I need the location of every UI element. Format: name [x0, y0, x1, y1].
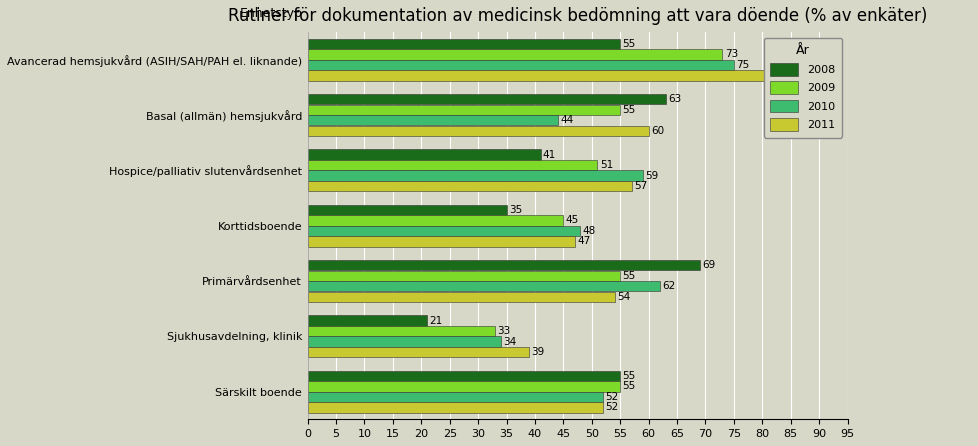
Text: 54: 54 [616, 292, 630, 302]
Bar [307, 215, 562, 226]
Bar [307, 170, 643, 181]
Legend: 2008, 2009, 2010, 2011: 2008, 2009, 2010, 2011 [763, 37, 841, 137]
Text: 55: 55 [622, 105, 635, 115]
Text: 51: 51 [600, 160, 612, 170]
Text: 45: 45 [565, 215, 578, 225]
Text: 55: 55 [622, 271, 635, 281]
Bar [307, 281, 659, 291]
Bar [307, 392, 602, 402]
Bar [307, 60, 734, 70]
Text: 52: 52 [604, 402, 618, 413]
Text: 39: 39 [531, 347, 544, 357]
Text: 48: 48 [582, 226, 596, 236]
Text: 55: 55 [622, 39, 635, 49]
Text: 21: 21 [428, 316, 442, 326]
Bar [307, 105, 619, 115]
Bar [307, 381, 619, 392]
Bar [307, 126, 648, 136]
Text: 33: 33 [497, 326, 511, 336]
Text: 55: 55 [622, 381, 635, 392]
Bar [307, 39, 619, 49]
Bar [307, 149, 540, 160]
Bar [307, 236, 574, 247]
Text: 59: 59 [645, 171, 658, 181]
Text: 41: 41 [543, 149, 556, 160]
Bar [307, 226, 580, 236]
Bar [307, 181, 631, 191]
Text: 73: 73 [724, 50, 737, 59]
Bar [307, 371, 619, 381]
Bar [307, 205, 506, 215]
Text: 44: 44 [559, 116, 572, 125]
Bar [307, 271, 619, 281]
Title: Rutiner för dokumentation av medicinsk bedömning att vara döende (% av enkäter): Rutiner för dokumentation av medicinsk b… [228, 7, 926, 25]
Text: 83: 83 [780, 70, 794, 80]
Text: 63: 63 [667, 94, 681, 104]
Text: 35: 35 [509, 205, 521, 215]
Bar [307, 315, 426, 326]
Text: 34: 34 [503, 337, 515, 347]
Text: 57: 57 [633, 181, 646, 191]
Bar [307, 70, 778, 81]
Bar [307, 347, 529, 357]
Text: 47: 47 [576, 236, 590, 247]
Text: 52: 52 [604, 392, 618, 402]
Text: 60: 60 [650, 126, 663, 136]
Text: 55: 55 [622, 371, 635, 381]
Bar [307, 402, 602, 413]
Bar [307, 50, 722, 60]
Bar [307, 260, 699, 270]
Text: 69: 69 [701, 260, 715, 270]
Bar [307, 160, 597, 170]
Text: 75: 75 [735, 60, 748, 70]
Bar [307, 292, 614, 302]
Text: 62: 62 [661, 281, 675, 291]
Bar [307, 115, 557, 125]
Text: Enhetstyp: Enhetstyp [239, 8, 302, 21]
Bar [307, 336, 501, 347]
Bar [307, 326, 495, 336]
Bar [307, 94, 665, 104]
